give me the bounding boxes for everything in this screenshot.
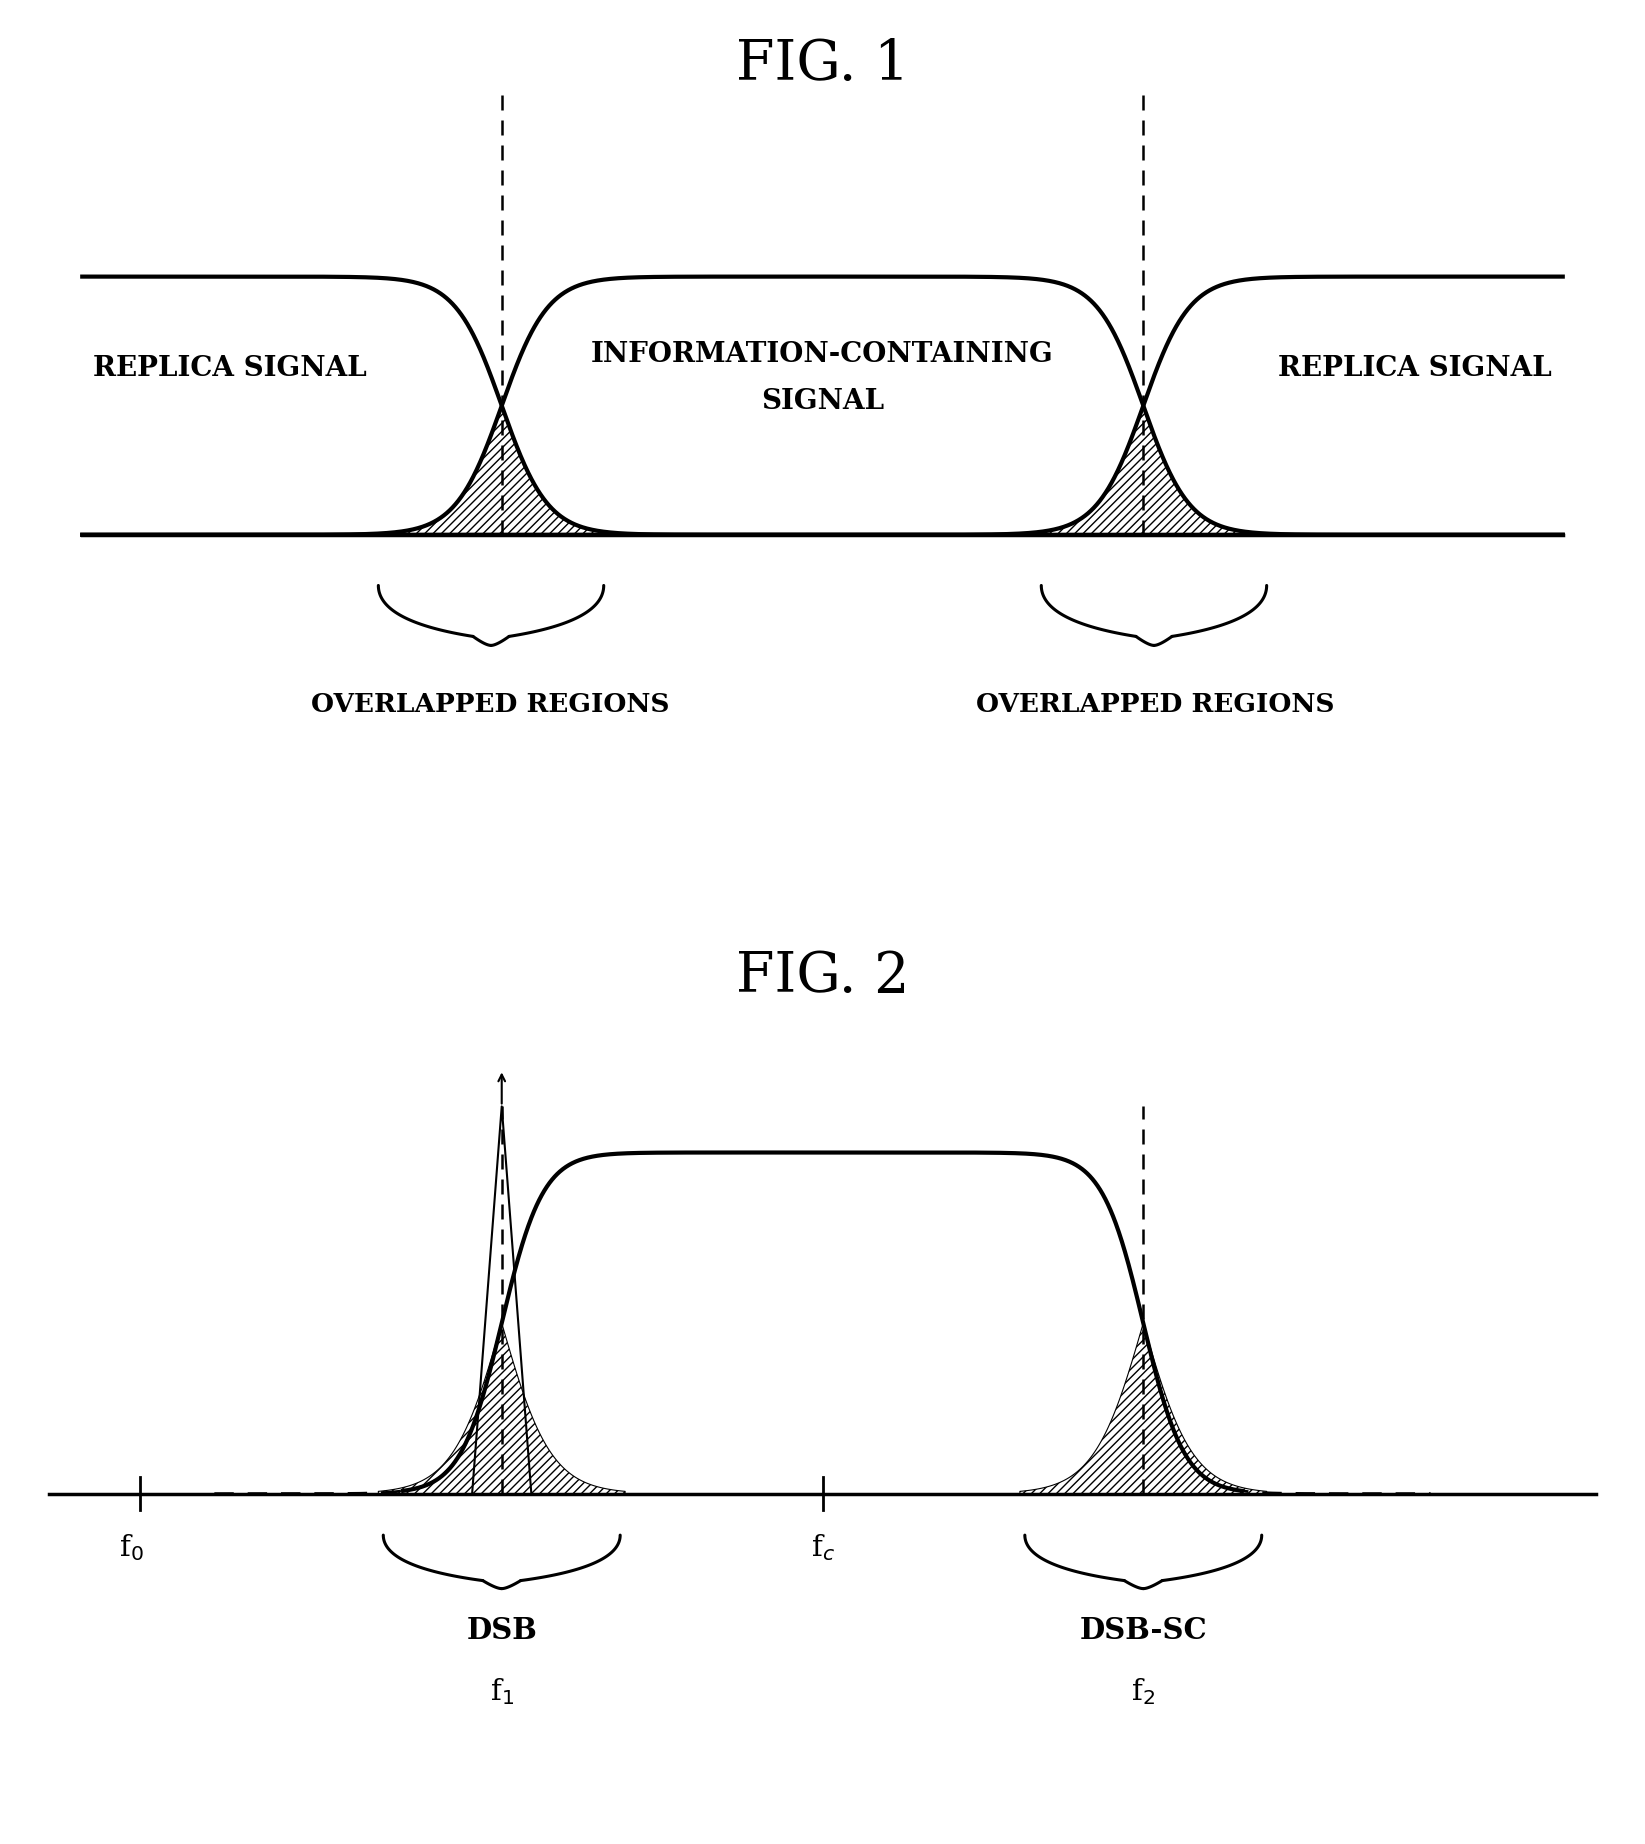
- Text: REPLICA SIGNAL: REPLICA SIGNAL: [94, 356, 367, 382]
- Text: DSB-SC: DSB-SC: [1079, 1615, 1207, 1645]
- Text: SIGNAL: SIGNAL: [762, 387, 883, 415]
- Text: f$_0$: f$_0$: [118, 1532, 145, 1564]
- Text: DSB: DSB: [466, 1615, 538, 1645]
- Text: FIG. 1: FIG. 1: [735, 37, 910, 92]
- Text: f$_c$: f$_c$: [811, 1532, 834, 1564]
- Text: f$_2$: f$_2$: [1132, 1676, 1155, 1708]
- Text: INFORMATION-CONTAINING: INFORMATION-CONTAINING: [591, 341, 1054, 369]
- Text: REPLICA SIGNAL: REPLICA SIGNAL: [1278, 356, 1551, 382]
- Text: FIG. 2: FIG. 2: [735, 950, 910, 1005]
- Text: OVERLAPPED REGIONS: OVERLAPPED REGIONS: [311, 692, 670, 717]
- Text: f$_1$: f$_1$: [490, 1676, 513, 1708]
- Text: OVERLAPPED REGIONS: OVERLAPPED REGIONS: [975, 692, 1334, 717]
